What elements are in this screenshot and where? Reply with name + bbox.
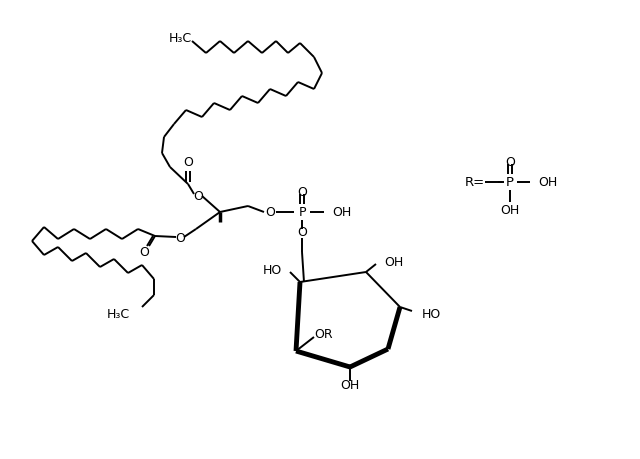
Text: OR: OR: [315, 327, 333, 340]
Text: HO: HO: [422, 307, 441, 320]
Text: O: O: [505, 156, 515, 169]
Text: O: O: [193, 190, 203, 203]
Text: O: O: [265, 206, 275, 219]
Text: R=: R=: [465, 176, 485, 189]
Text: O: O: [183, 156, 193, 169]
Text: O: O: [297, 186, 307, 199]
Text: OH: OH: [538, 176, 557, 189]
Text: HO: HO: [263, 264, 282, 277]
Text: O: O: [175, 231, 185, 244]
Text: P: P: [506, 176, 514, 189]
Text: O: O: [139, 245, 149, 258]
Text: OH: OH: [384, 256, 403, 269]
Text: OH: OH: [340, 379, 360, 392]
Text: OH: OH: [332, 206, 351, 219]
Text: H₃C: H₃C: [107, 308, 130, 321]
Text: H₃C: H₃C: [169, 31, 192, 45]
Text: OH: OH: [500, 204, 520, 217]
Text: P: P: [298, 206, 306, 219]
Text: O: O: [297, 225, 307, 238]
